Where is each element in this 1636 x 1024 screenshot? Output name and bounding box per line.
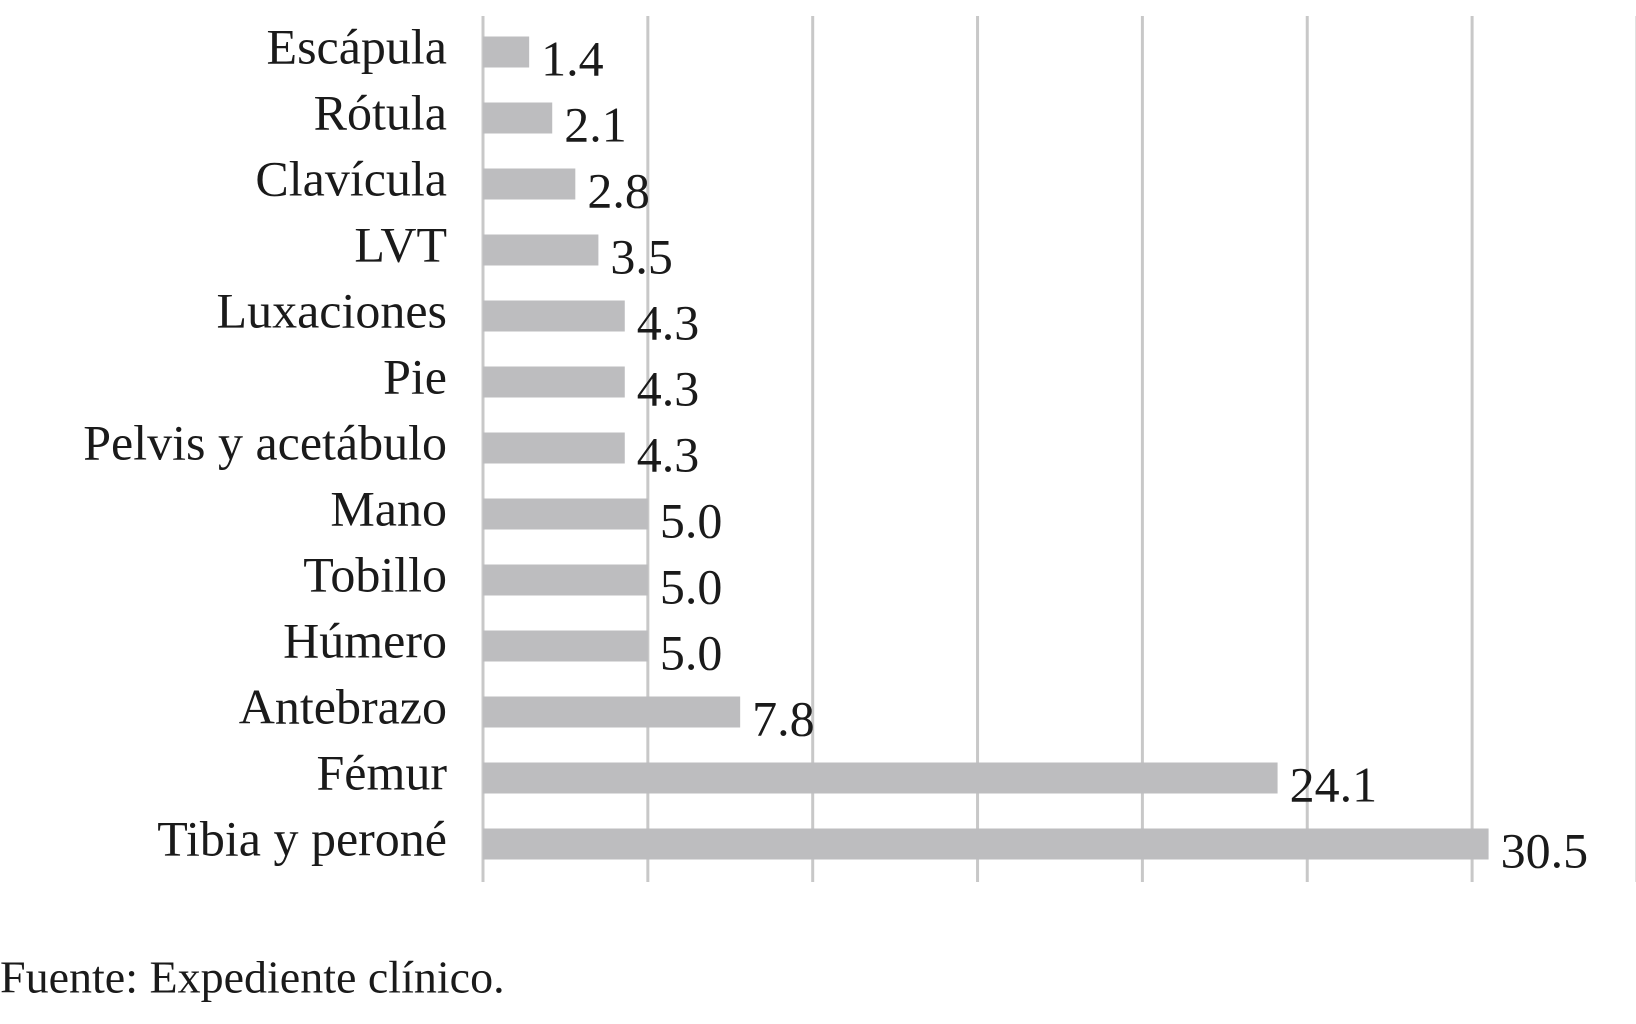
y-tick-label: Antebrazo xyxy=(239,678,447,734)
value-label: 2.1 xyxy=(564,96,627,152)
value-label: 7.8 xyxy=(752,690,815,746)
y-tick-label: Luxaciones xyxy=(217,282,447,338)
bar xyxy=(483,168,576,200)
y-tick-label: Tibia y peroné xyxy=(157,810,447,866)
y-tick-label: LVT xyxy=(354,216,447,272)
y-tick-label: Húmero xyxy=(283,612,447,668)
value-label: 4.3 xyxy=(637,426,700,482)
value-label: 5.0 xyxy=(660,624,723,680)
value-label: 30.5 xyxy=(1501,822,1589,878)
bar xyxy=(483,234,599,266)
y-tick-label: Clavícula xyxy=(255,150,447,206)
y-tick-label: Pelvis y acetábulo xyxy=(83,414,447,470)
value-label: 4.3 xyxy=(637,294,700,350)
y-tick-label: Tobillo xyxy=(303,546,447,602)
value-label: 24.1 xyxy=(1290,756,1378,812)
bar xyxy=(483,498,648,530)
bar xyxy=(483,564,648,596)
value-label: 5.0 xyxy=(660,558,723,614)
bar xyxy=(483,366,625,398)
value-label: 4.3 xyxy=(637,360,700,416)
y-tick-label: Fémur xyxy=(316,744,447,800)
bar xyxy=(483,102,553,134)
y-tick-label: Escápula xyxy=(267,18,447,74)
bar xyxy=(483,432,625,464)
value-label: 3.5 xyxy=(610,228,673,284)
bar xyxy=(483,630,648,662)
bar xyxy=(483,828,1489,860)
bar xyxy=(483,36,530,68)
source-note: Fuente: Expediente clínico. xyxy=(0,952,505,1003)
bar xyxy=(483,696,741,728)
bar xyxy=(483,300,625,332)
y-tick-label: Mano xyxy=(330,480,447,536)
y-tick-label: Rótula xyxy=(314,84,447,140)
value-label: 5.0 xyxy=(660,492,723,548)
value-label: 2.8 xyxy=(587,162,650,218)
bar xyxy=(483,762,1278,794)
y-tick-label: Pie xyxy=(383,348,447,404)
value-label: 1.4 xyxy=(541,30,604,86)
